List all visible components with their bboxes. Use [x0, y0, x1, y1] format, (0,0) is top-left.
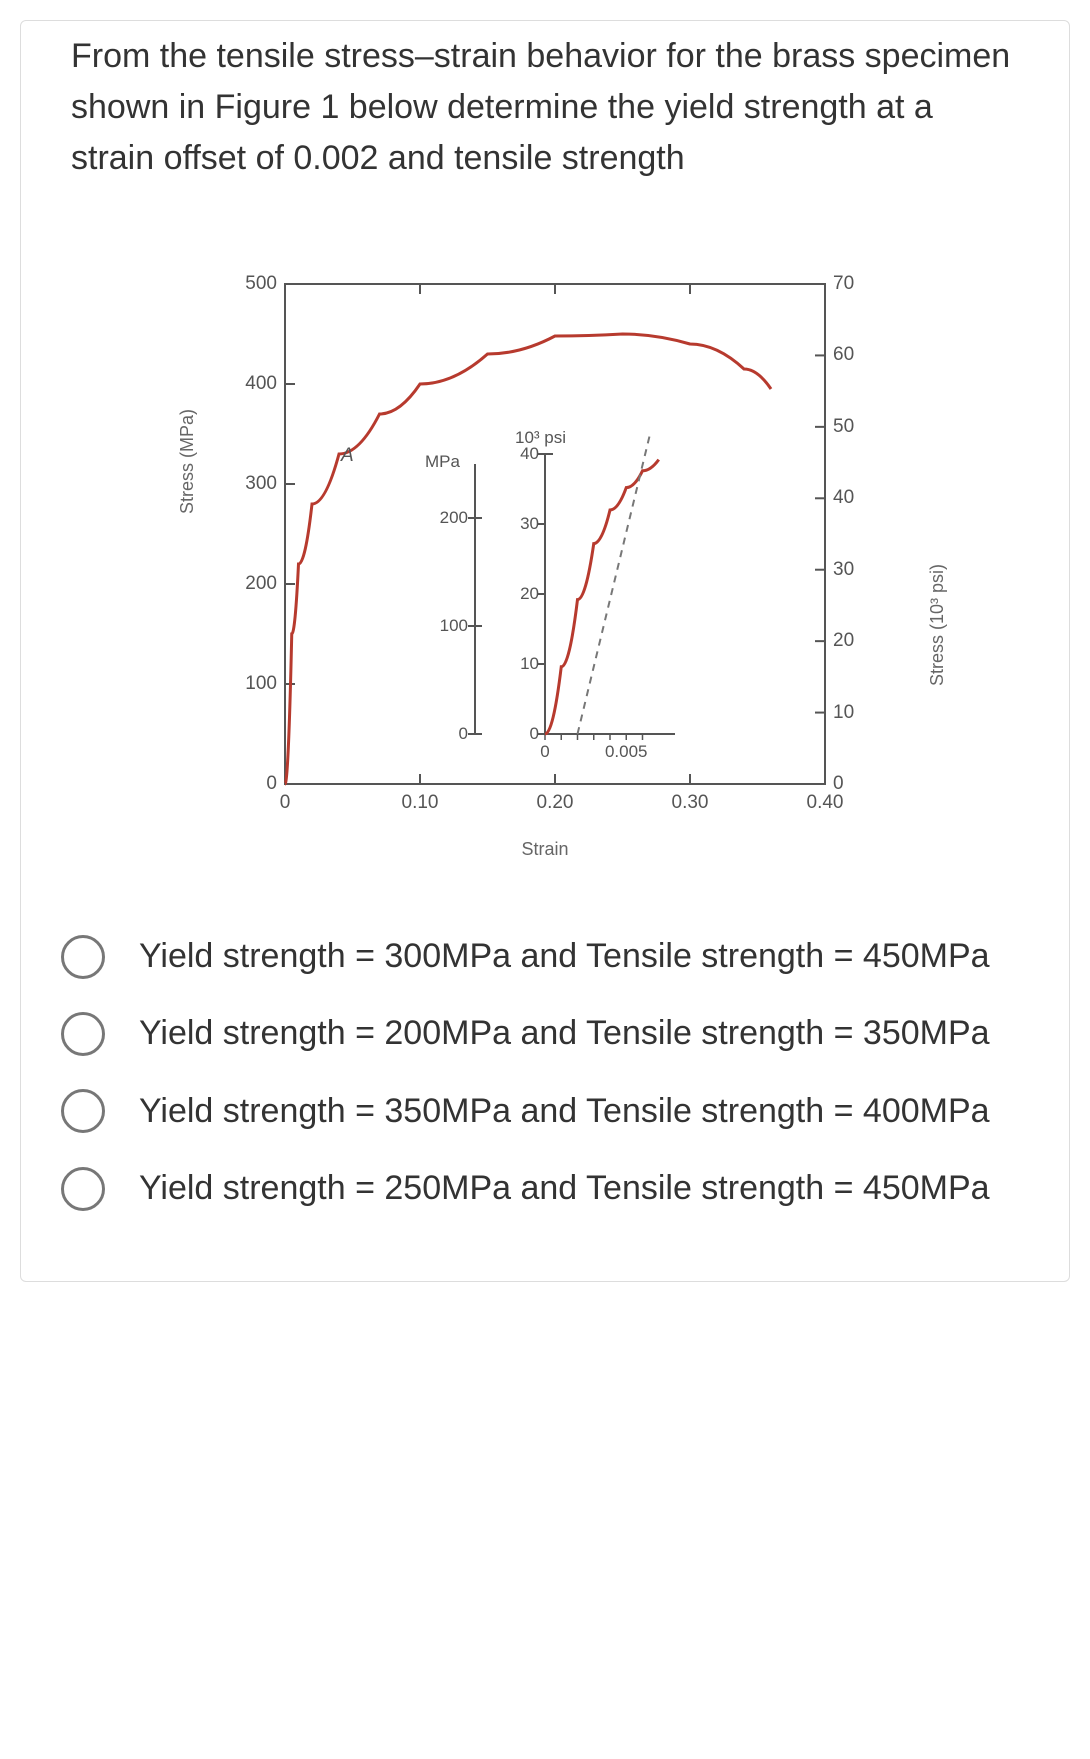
option-3-text: Yield strength = 350MPa and Tensile stre…	[139, 1087, 990, 1136]
y-axis-right-label: Stress (10³ psi)	[927, 564, 948, 686]
inset-mpa-tick: 0	[430, 724, 468, 744]
stress-strain-chart: Stress (MPa) Stress (10³ psi) Strain 010…	[185, 264, 905, 864]
option-2[interactable]: Yield strength = 200MPa and Tensile stre…	[61, 1009, 1029, 1058]
y-axis-left-label: Stress (MPa)	[177, 409, 198, 514]
left-tick: 300	[227, 473, 277, 495]
right-tick: 70	[833, 273, 873, 295]
option-1[interactable]: Yield strength = 300MPa and Tensile stre…	[61, 932, 1029, 981]
right-tick: 30	[833, 559, 873, 581]
inset-mpa-tick: 200	[430, 508, 468, 528]
bottom-tick: 0.30	[660, 792, 720, 814]
right-tick: 20	[833, 630, 873, 652]
left-tick: 200	[227, 573, 277, 595]
bottom-tick: 0.10	[390, 792, 450, 814]
inset-psi-tick: 10	[513, 654, 539, 674]
options-list: Yield strength = 300MPa and Tensile stre…	[21, 932, 1069, 1281]
radio-icon[interactable]	[61, 1167, 105, 1211]
inset-psi-tick: 20	[513, 584, 539, 604]
option-2-text: Yield strength = 200MPa and Tensile stre…	[139, 1009, 990, 1058]
inset-mpa-tick: 100	[430, 616, 468, 636]
inset-mpa-unit: MPa	[425, 452, 460, 472]
inset-psi-unit: 10³ psi	[515, 428, 566, 448]
left-tick: 100	[227, 673, 277, 695]
inset-x-tick: 0	[521, 742, 569, 762]
bottom-tick: 0.40	[795, 792, 855, 814]
right-tick: 10	[833, 702, 873, 724]
left-tick: 400	[227, 373, 277, 395]
option-4-text: Yield strength = 250MPa and Tensile stre…	[139, 1164, 990, 1213]
radio-icon[interactable]	[61, 1012, 105, 1056]
radio-icon[interactable]	[61, 1089, 105, 1133]
option-3[interactable]: Yield strength = 350MPa and Tensile stre…	[61, 1087, 1029, 1136]
inset-psi-tick: 0	[513, 724, 539, 744]
bottom-tick: 0.20	[525, 792, 585, 814]
chart-svg	[185, 264, 905, 864]
figure-container: Stress (MPa) Stress (10³ psi) Strain 0 10…	[21, 244, 1069, 904]
option-4[interactable]: Yield strength = 250MPa and Tensile stre…	[61, 1164, 1029, 1213]
option-1-text: Yield strength = 300MPa and Tensile stre…	[139, 932, 990, 981]
x-axis-label: Strain	[185, 839, 905, 860]
point-a-label: A	[341, 445, 354, 467]
bottom-tick: 0	[255, 792, 315, 814]
inset-psi-tick: 30	[513, 514, 539, 534]
left-tick: 500	[227, 273, 277, 295]
radio-icon[interactable]	[61, 935, 105, 979]
inset-x-tick: 0.005	[602, 742, 650, 762]
right-tick: 50	[833, 416, 873, 438]
right-tick: 40	[833, 487, 873, 509]
question-card: From the tensile stress–strain behavior …	[20, 20, 1070, 1282]
right-tick: 60	[833, 344, 873, 366]
question-text: From the tensile stress–strain behavior …	[21, 21, 1069, 244]
